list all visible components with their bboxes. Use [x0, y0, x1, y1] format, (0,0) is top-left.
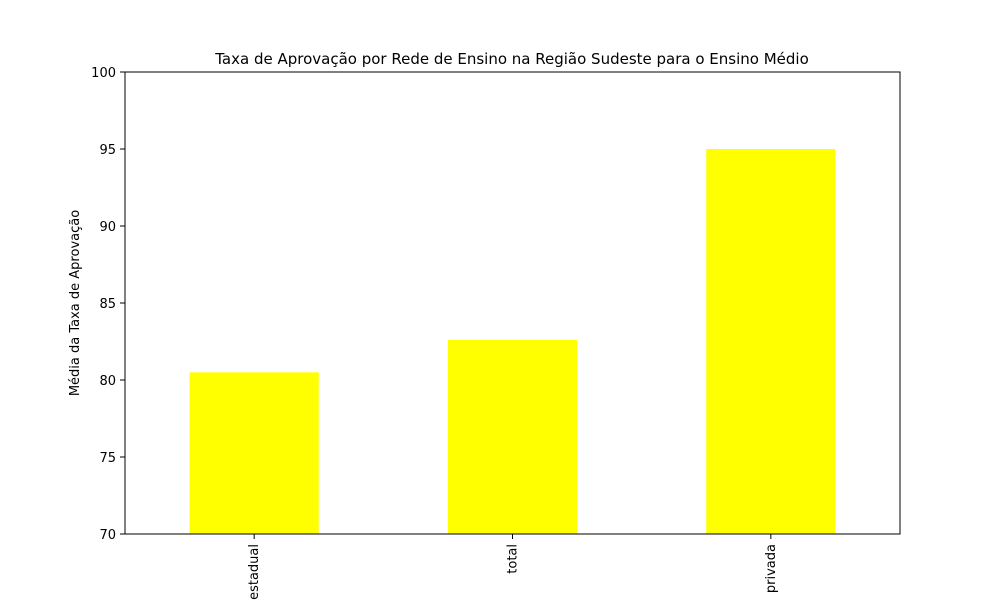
chart-title: Taxa de Aprovação por Rede de Ensino na … — [214, 50, 809, 68]
x-tick-label: total — [506, 544, 521, 574]
plot-frame — [124, 71, 901, 535]
x-tick-label: privada — [764, 544, 779, 593]
y-tick-label: 100 — [91, 66, 116, 81]
y-tick-label: 95 — [99, 143, 116, 158]
y-axis-ticks: 70 75 80 85 90 95 100 — [91, 66, 125, 543]
bar-estadual — [189, 372, 319, 534]
x-axis-ticks: estadual total privada — [247, 534, 779, 600]
bar-total — [447, 339, 578, 534]
y-tick-label: 70 — [99, 528, 116, 543]
bar-privada — [706, 149, 836, 534]
y-axis-label: Média da Taxa de Aprovação — [68, 210, 83, 396]
y-tick-label: 75 — [99, 451, 116, 466]
y-tick-label: 90 — [99, 220, 116, 235]
y-tick-label: 80 — [99, 374, 116, 389]
bars-group — [189, 149, 836, 534]
y-tick-label: 85 — [99, 297, 116, 312]
x-tick-label: estadual — [247, 544, 262, 600]
